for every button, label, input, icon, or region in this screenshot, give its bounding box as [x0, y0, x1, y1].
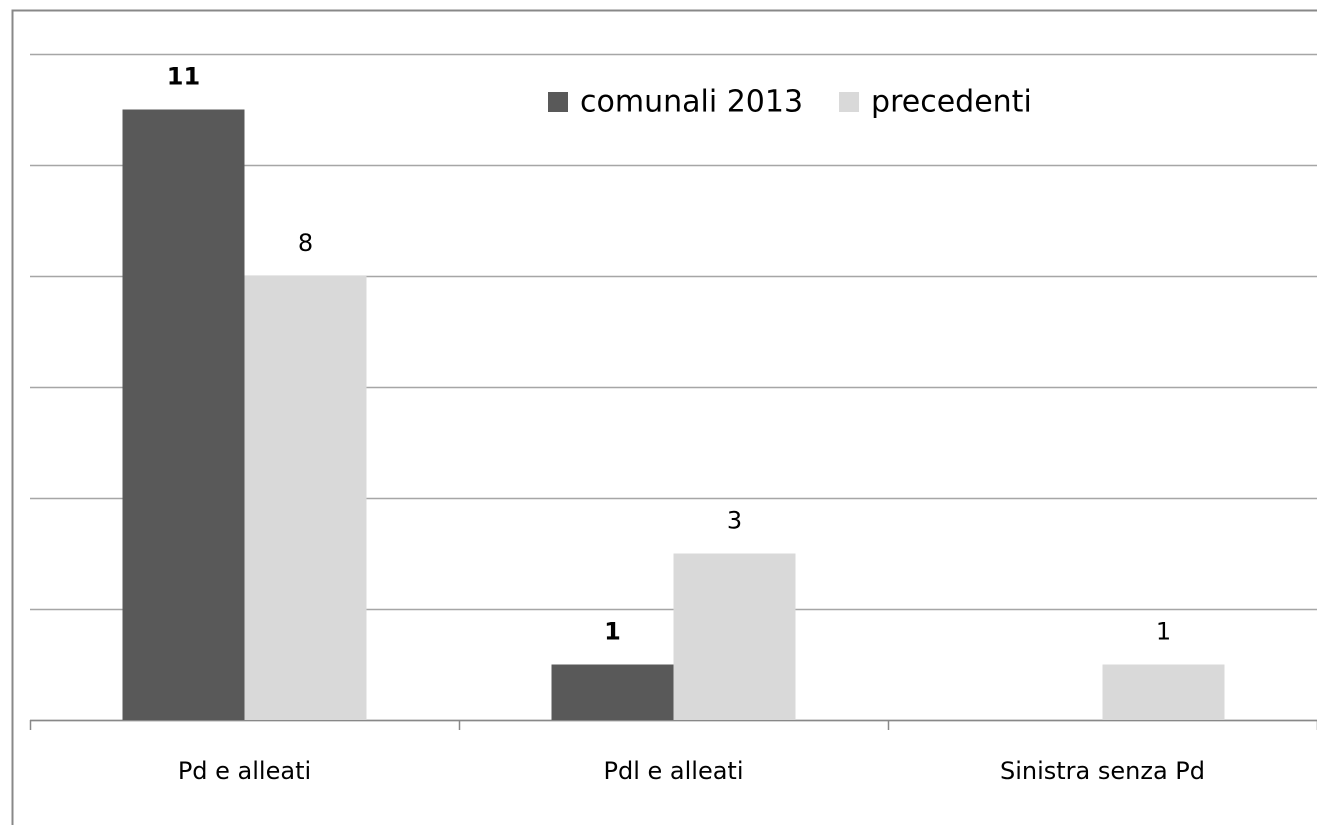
bar	[1102, 664, 1225, 720]
data-label: 3	[727, 507, 742, 535]
chart-frame	[11, 9, 1317, 825]
legend-label: comunali 2013	[580, 85, 803, 120]
bar	[551, 664, 674, 720]
x-tick-label: Pd e alleati	[178, 757, 311, 785]
data-label: 8	[298, 229, 313, 257]
bar	[244, 276, 367, 720]
bar	[673, 553, 796, 720]
bar	[122, 109, 245, 720]
data-label: 1	[1156, 618, 1171, 646]
legend-swatch	[548, 92, 568, 112]
x-tick-label: Pdl e alleati	[604, 757, 744, 785]
data-label: 1	[604, 618, 621, 646]
legend-swatch	[839, 92, 860, 112]
data-label: 11	[167, 63, 200, 91]
x-tick-label: Sinistra senza Pd	[1000, 757, 1205, 785]
legend-label: precedenti	[871, 85, 1032, 120]
